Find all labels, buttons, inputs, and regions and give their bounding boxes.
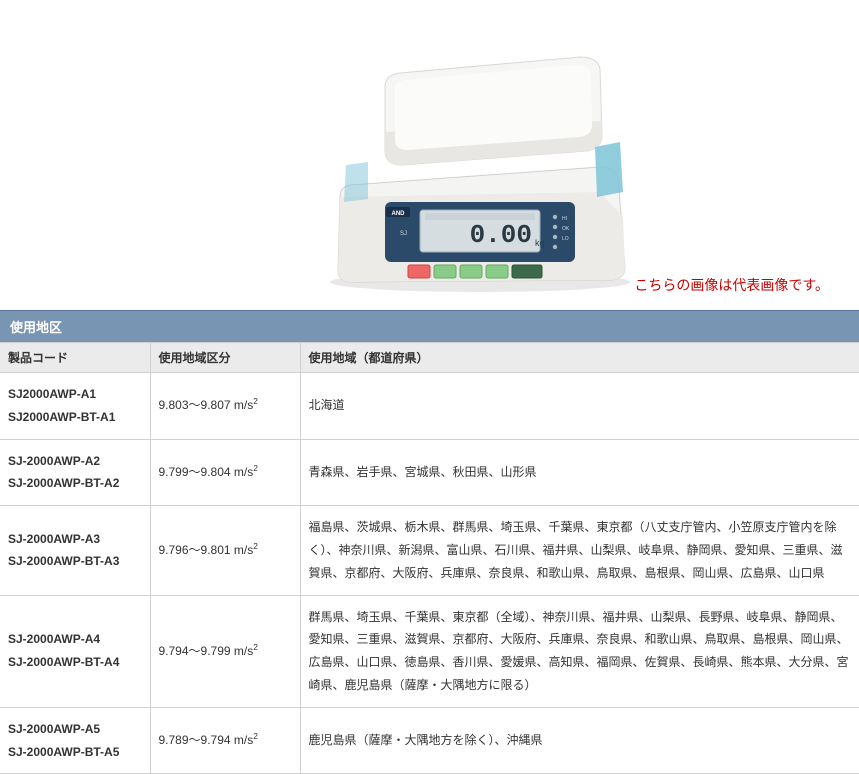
product-code: SJ-2000AWP-A4 [8, 628, 142, 651]
display-unit: kg [535, 238, 545, 248]
gravity-range: 9.794～9.799 m/s [159, 644, 254, 658]
region-cell: 青森県、岩手県、宮城県、秋田県、山形県 [300, 439, 859, 506]
th-region-range: 使用地域区分 [150, 343, 300, 373]
region-cell: 鹿児島県（薩摩・大隅地方を除く）、沖縄県 [300, 707, 859, 774]
table-body: SJ2000AWP-A1 SJ2000AWP-BT-A1 9.803～9.807… [0, 373, 859, 774]
product-code: SJ-2000AWP-BT-A5 [8, 741, 142, 764]
gravity-range: 9.796～9.801 m/s [159, 543, 254, 557]
th-product-code: 製品コード [0, 343, 150, 373]
table-row: SJ2000AWP-A1 SJ2000AWP-BT-A1 9.803～9.807… [0, 373, 859, 440]
product-code: SJ-2000AWP-BT-A3 [8, 550, 142, 573]
product-code: SJ-2000AWP-BT-A4 [8, 651, 142, 674]
table-header-row: 製品コード 使用地域区分 使用地域（都道府県） [0, 343, 859, 373]
display-value: 0.00 [469, 220, 531, 250]
region-cell: 北海道 [300, 373, 859, 440]
gravity-range: 9.789～9.794 m/s [159, 733, 254, 747]
svg-text:HI: HI [562, 216, 567, 222]
product-code: SJ-2000AWP-BT-A2 [8, 472, 142, 495]
table-row: SJ-2000AWP-A2 SJ-2000AWP-BT-A2 9.799～9.8… [0, 439, 859, 506]
gravity-unit-sup: 2 [253, 463, 258, 473]
svg-text:LO: LO [562, 236, 569, 242]
gravity-range: 9.803～9.807 m/s [159, 398, 254, 412]
product-code: SJ-2000AWP-A2 [8, 450, 142, 473]
region-cell: 群馬県、埼玉県、千葉県、東京都（全域）、神奈川県、福井県、山梨県、長野県、岐阜県… [300, 595, 859, 707]
product-code: SJ-2000AWP-A3 [8, 528, 142, 551]
section-header-usage-area: 使用地区 [0, 310, 859, 342]
scale-illustration: 0.00 kg HI OK LO SJ AND [290, 17, 650, 300]
image-caption: こちらの画像は代表画像です。 [634, 275, 829, 295]
table-row: SJ-2000AWP-A5 SJ-2000AWP-BT-A5 9.789～9.7… [0, 707, 859, 774]
product-code: SJ2000AWP-BT-A1 [8, 406, 142, 429]
gravity-unit-sup: 2 [253, 541, 258, 551]
th-region: 使用地域（都道府県） [300, 343, 859, 373]
gravity-unit-sup: 2 [253, 396, 258, 406]
product-image-area: 0.00 kg HI OK LO SJ AND [0, 0, 859, 310]
svg-text:OK: OK [562, 226, 570, 232]
gravity-unit-sup: 2 [253, 642, 258, 652]
region-cell: 福島県、茨城県、栃木県、群馬県、埼玉県、千葉県、東京都（八丈支庁管内、小笠原支庁… [300, 506, 859, 595]
gravity-unit-sup: 2 [253, 731, 258, 741]
brand-label: AND [391, 211, 405, 217]
gravity-range: 9.799～9.804 m/s [159, 465, 254, 479]
table-row: SJ-2000AWP-A4 SJ-2000AWP-BT-A4 9.794～9.7… [0, 595, 859, 707]
region-table: 製品コード 使用地域区分 使用地域（都道府県） SJ2000AWP-A1 SJ2… [0, 342, 859, 774]
svg-text:SJ: SJ [400, 231, 407, 237]
table-row: SJ-2000AWP-A3 SJ-2000AWP-BT-A3 9.796～9.8… [0, 506, 859, 595]
product-code: SJ2000AWP-A1 [8, 383, 142, 406]
product-code: SJ-2000AWP-A5 [8, 718, 142, 741]
